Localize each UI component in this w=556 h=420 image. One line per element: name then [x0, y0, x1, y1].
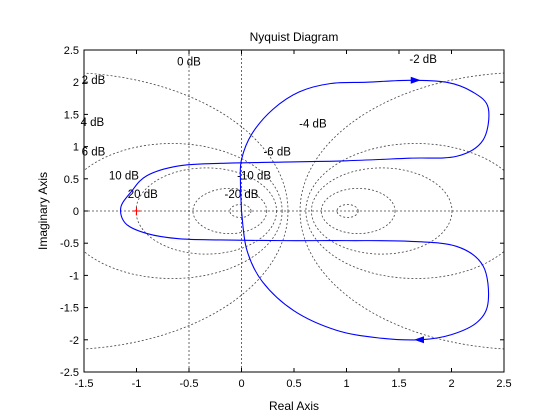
m-circle: [84, 72, 289, 350]
db-label: -20 dB: [225, 189, 259, 201]
db-label: -10 dB: [237, 170, 271, 182]
db-label: 0 dB: [177, 56, 201, 68]
db-label: 20 dB: [128, 189, 158, 201]
m-circle: [84, 143, 283, 279]
y-tick-label: -1.5: [60, 303, 79, 315]
x-tick-label: -1.5: [75, 378, 94, 390]
db-label: 4 dB: [81, 117, 105, 129]
x-tick-label: -1: [132, 378, 142, 390]
x-tick-label: 1: [343, 378, 349, 390]
db-label: 2 dB: [82, 75, 106, 87]
y-tick-label: 1.5: [64, 109, 79, 121]
y-tick-label: -2.5: [60, 367, 79, 379]
y-tick-label: 2: [73, 77, 79, 89]
axis-ticks: -1.5 -1 -0.5 0 0.5 1 1.5 2 2.5 2.5 2 1.5 1 0.5 0 -0.5 -1…: [60, 45, 512, 390]
chart-title: Nyquist Diagram: [250, 30, 339, 44]
m-circle: [311, 167, 453, 255]
db-label: -2 dB: [409, 54, 437, 66]
y-tick-label: 0: [73, 206, 79, 218]
m-circle: [229, 204, 252, 218]
m-circle: [192, 187, 268, 235]
m-circle: [336, 204, 359, 218]
direction-arrow: [410, 76, 421, 84]
m-circle: [305, 143, 504, 279]
x-tick-label: 2.5: [496, 378, 511, 390]
critical-point-marker: [132, 207, 141, 215]
y-tick-label: 2.5: [64, 45, 79, 57]
y-tick-label: -0.5: [60, 238, 79, 250]
db-label: 6 dB: [82, 147, 106, 159]
db-label: -6 dB: [263, 147, 291, 159]
y-tick-label: -2: [69, 335, 79, 347]
y-tick-label: -1: [69, 270, 79, 282]
m-circle: [299, 72, 504, 350]
x-tick-label: 1.5: [391, 378, 406, 390]
x-tick-label: -0.5: [180, 378, 199, 390]
y-tick-label: 1: [73, 142, 79, 154]
x-tick-label: 0.5: [286, 378, 301, 390]
m-circle: [320, 187, 396, 235]
nyquist-curve: [119, 76, 490, 344]
y-tick-label: 0.5: [64, 174, 79, 186]
x-tick-label: 2: [448, 378, 454, 390]
y-axis-label: Imaginary Axis: [36, 172, 50, 250]
db-label: -4 dB: [299, 118, 327, 130]
nyquist-line: [119, 79, 490, 341]
x-axis-label: Real Axis: [269, 399, 319, 413]
x-tick-label: 0: [238, 378, 244, 390]
db-label: 10 dB: [109, 170, 139, 182]
m-circle-grid: [84, 50, 504, 372]
direction-arrow: [414, 336, 424, 344]
